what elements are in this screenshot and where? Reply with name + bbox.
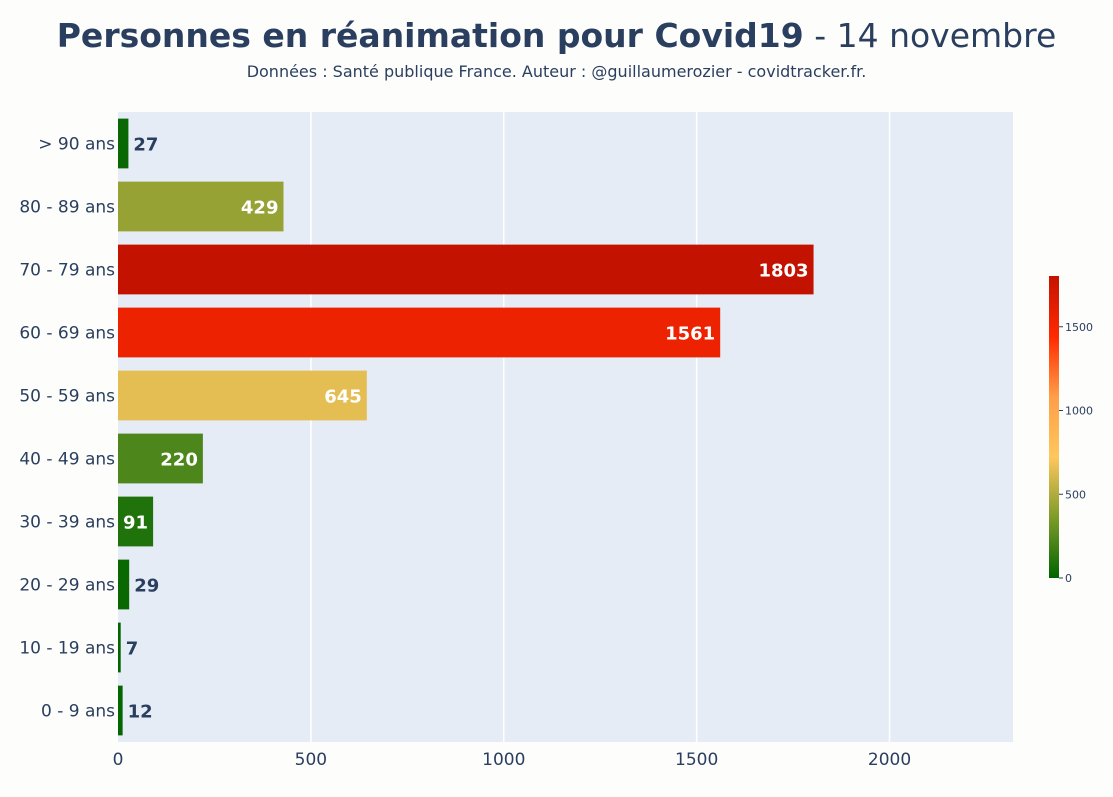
y-tick-label: 0 - 9 ans bbox=[41, 702, 115, 722]
bar-value-label: 645 bbox=[324, 387, 362, 408]
chart-title-main: Personnes en réanimation pour Covid19 bbox=[56, 16, 804, 55]
y-tick-label: 20 - 29 ans bbox=[19, 576, 115, 596]
x-tick-label: 1500 bbox=[675, 750, 718, 770]
bar bbox=[118, 118, 129, 169]
bar-value-label: 220 bbox=[160, 450, 198, 471]
bar bbox=[118, 685, 123, 736]
colorbar-tick-label: 0 bbox=[1065, 572, 1072, 585]
bar bbox=[118, 181, 284, 232]
y-tick-label: 30 - 39 ans bbox=[19, 513, 115, 533]
y-tick-label: 80 - 89 ans bbox=[19, 198, 115, 218]
chart-title-date: - 14 novembre bbox=[803, 16, 1057, 55]
bar bbox=[118, 433, 203, 484]
x-tick-label: 2000 bbox=[868, 750, 911, 770]
gridlines bbox=[310, 112, 891, 742]
bar-value-label: 7 bbox=[126, 639, 139, 660]
bar-value-label: 29 bbox=[134, 576, 159, 597]
y-tick-label: 60 - 69 ans bbox=[19, 324, 115, 344]
bar-value-label: 1803 bbox=[758, 261, 808, 282]
colorbar-tick-label: 1000 bbox=[1065, 405, 1093, 418]
bar bbox=[118, 307, 721, 358]
chart-subtitle: Données : Santé publique France. Auteur … bbox=[246, 62, 867, 81]
chart-title: Personnes en réanimation pour Covid19 - … bbox=[0, 16, 1113, 55]
y-tick-label: > 90 ans bbox=[38, 135, 115, 155]
y-axis-labels: > 90 ans 80 - 89 ans 70 - 79 ans 60 - 69 an… bbox=[19, 135, 115, 722]
x-axis-labels: 0 500 1000 1500 2000 bbox=[113, 750, 912, 770]
y-tick-label: 50 - 59 ans bbox=[19, 387, 115, 407]
x-tick-label: 0 bbox=[113, 750, 124, 770]
y-tick-label: 40 - 49 ans bbox=[19, 450, 115, 470]
bar-value-label: 91 bbox=[123, 513, 148, 534]
bar bbox=[118, 370, 367, 421]
bar-value-label: 27 bbox=[133, 135, 158, 156]
bar-value-label: 429 bbox=[241, 198, 279, 219]
bar bbox=[118, 244, 814, 295]
colorbar-tick-label: 500 bbox=[1065, 488, 1086, 501]
bar-value-label: 12 bbox=[128, 702, 153, 723]
bar bbox=[118, 559, 130, 610]
x-tick-label: 500 bbox=[295, 750, 327, 770]
colorbar: 0 500 1000 1500 bbox=[1049, 276, 1093, 585]
bar bbox=[118, 622, 121, 673]
y-tick-label: 10 - 19 ans bbox=[19, 639, 115, 659]
bars: 27 429 1803 1561 645 220 91 29 7 12 bbox=[118, 118, 814, 736]
x-tick-label: 1000 bbox=[482, 750, 525, 770]
y-tick-label: 70 - 79 ans bbox=[19, 261, 115, 281]
bar bbox=[118, 496, 154, 547]
bar-value-label: 1561 bbox=[665, 324, 715, 345]
colorbar-gradient bbox=[1049, 276, 1059, 578]
colorbar-tick-label: 1500 bbox=[1065, 321, 1093, 334]
